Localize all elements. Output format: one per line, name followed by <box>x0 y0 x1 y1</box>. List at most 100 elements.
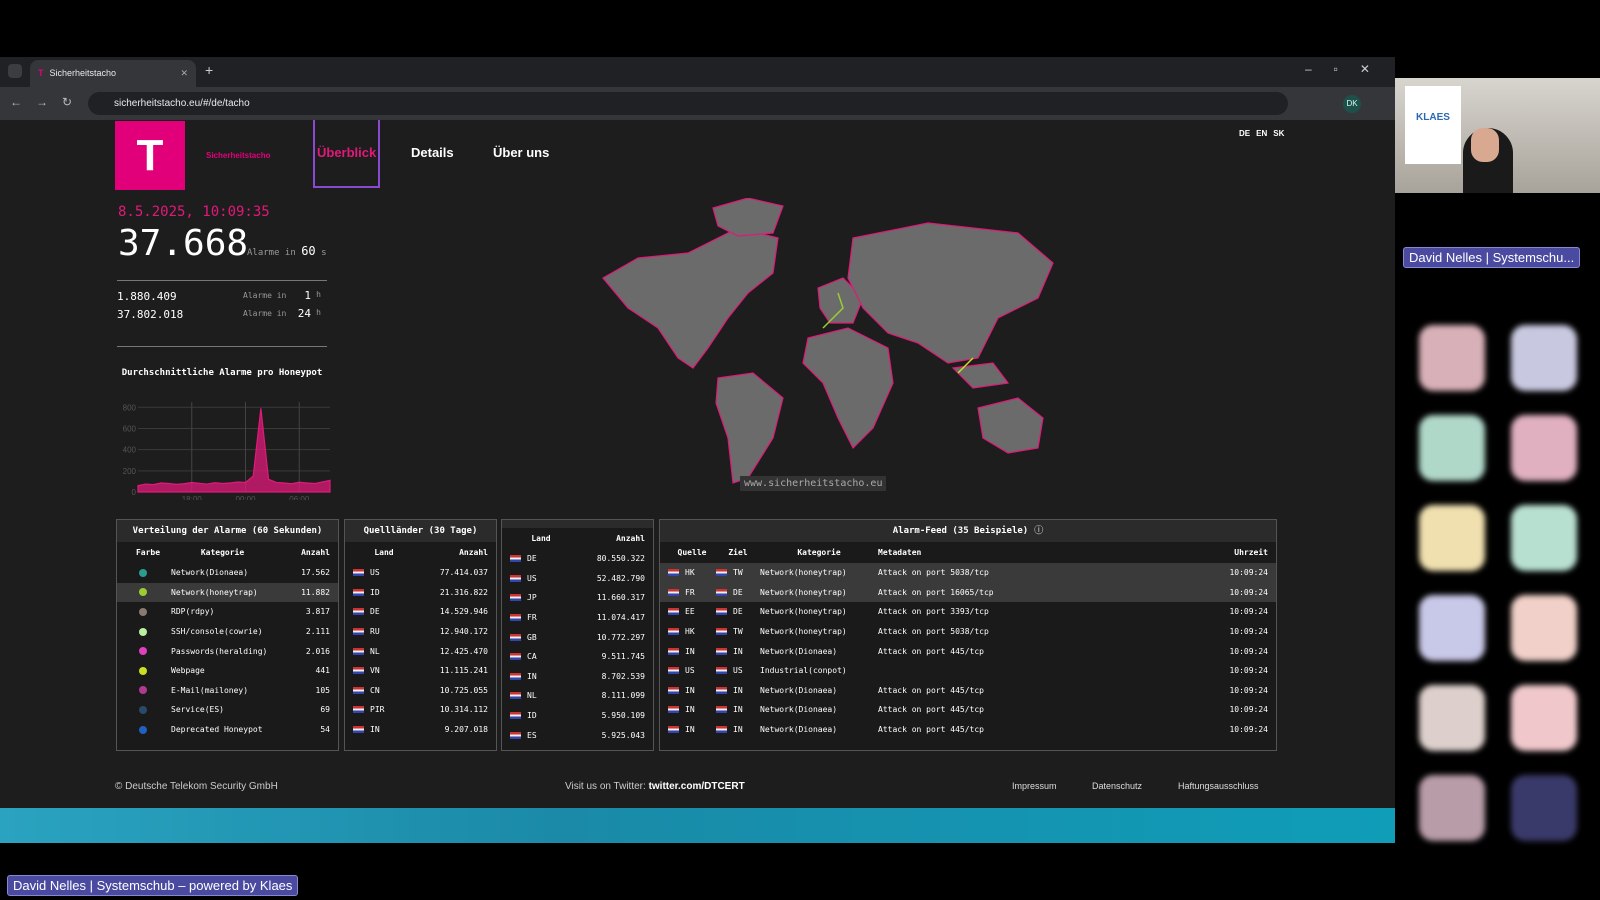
tab-search-button[interactable] <box>8 64 22 78</box>
table-row[interactable]: CN10.725.055 <box>345 681 496 701</box>
table-row[interactable]: DE80.550.322 <box>502 549 653 569</box>
table-cell: 80.550.322 <box>572 554 645 563</box>
cell-text: US <box>370 568 380 577</box>
table-row[interactable]: USUSIndustrial(conpot)10:09:24 <box>660 661 1276 681</box>
table-row[interactable]: DE14.529.946 <box>345 602 496 622</box>
cell-text: IN <box>685 686 695 695</box>
flag <box>716 706 727 713</box>
cell-text: ES <box>527 731 537 740</box>
table-cell: 10:09:24 <box>1198 627 1268 636</box>
table-row[interactable]: IN8.702.539 <box>502 667 653 687</box>
footer-link[interactable]: Haftungsausschluss <box>1178 781 1259 791</box>
table-row[interactable]: ININNetwork(Dionaea)Attack on port 445/t… <box>660 700 1276 720</box>
footer-link[interactable]: Impressum <box>1012 781 1057 791</box>
table-row[interactable]: NL8.111.099 <box>502 686 653 706</box>
table-cell: HK <box>668 627 716 636</box>
table-row[interactable]: SSH/console(cowrie)2.111 <box>117 622 338 642</box>
column-header: Quelle <box>668 548 716 557</box>
nav-item[interactable]: Details <box>409 120 456 182</box>
table-row[interactable]: Webpage441 <box>117 661 338 681</box>
table-cell: Webpage <box>171 666 274 675</box>
table-row[interactable]: RU12.940.172 <box>345 622 496 642</box>
table-row[interactable]: US52.482.790 <box>502 569 653 589</box>
table-row[interactable]: CA9.511.745 <box>502 647 653 667</box>
info-icon[interactable]: ⓘ <box>1034 526 1043 536</box>
flag <box>668 706 679 713</box>
cell-text: 11.115.241 <box>440 666 488 675</box>
cell-text: 10:09:24 <box>1229 568 1268 577</box>
table-row[interactable]: Passwords(heralding)2.016 <box>117 641 338 661</box>
table-cell: US <box>716 666 760 675</box>
table-cell: RDP(rdpy) <box>171 607 274 616</box>
table-row[interactable]: GB10.772.297 <box>502 627 653 647</box>
nav-buttons[interactable]: ←→↻ <box>10 95 86 109</box>
window-controls[interactable]: –▫✕ <box>1305 62 1392 76</box>
table-row[interactable]: Service(ES)69 <box>117 700 338 720</box>
color-dot <box>139 706 147 714</box>
cell-text: PIR <box>370 705 384 714</box>
table-row[interactable]: Network(Dionaea)17.562 <box>117 563 338 583</box>
cell-text: CN <box>370 686 380 695</box>
table-cell: 17.562 <box>274 568 330 577</box>
footer-link[interactable]: Datenschutz <box>1092 781 1142 791</box>
twitter-link[interactable]: twitter.com/DTCERT <box>649 781 745 792</box>
telekom-logo[interactable]: T <box>115 121 185 190</box>
current-label-text: Alarme in <box>247 248 296 258</box>
table-row[interactable]: ID5.950.109 <box>502 706 653 726</box>
table-cell: IN <box>668 647 716 656</box>
table-row[interactable]: ININNetwork(Dionaea)Attack on port 445/t… <box>660 681 1276 701</box>
table-row[interactable]: HKTWNetwork(honeytrap)Attack on port 503… <box>660 563 1276 583</box>
table-cell: Network(Dionaea) <box>760 725 878 734</box>
table-title: Quellländer (30 Tage) <box>345 520 496 542</box>
participant-tile <box>1419 685 1485 751</box>
profile-avatar[interactable]: DK <box>1343 95 1361 113</box>
new-tab-button[interactable]: + <box>205 62 213 78</box>
flag <box>510 653 521 660</box>
table-row[interactable]: ES5.925.043 <box>502 725 653 745</box>
table-row[interactable]: E-Mail(mailoney)105 <box>117 681 338 701</box>
table-cell: Network(honeytrap) <box>760 607 878 616</box>
language-option[interactable]: DE <box>1239 129 1250 138</box>
cell-text: Webpage <box>171 666 205 675</box>
table-cell: DE <box>716 607 760 616</box>
table-row[interactable]: VN11.115.241 <box>345 661 496 681</box>
table-row[interactable]: Network(honeytrap)11.882 <box>117 583 338 603</box>
nav-item[interactable]: Über uns <box>491 120 551 182</box>
table-row[interactable]: FR11.074.417 <box>502 608 653 628</box>
language-option[interactable]: SK <box>1273 129 1284 138</box>
table-row[interactable]: FRDENetwork(honeytrap)Attack on port 160… <box>660 583 1276 603</box>
cell-text: IN <box>527 672 537 681</box>
table-cell: CA <box>510 652 572 661</box>
current-alarms: 37.668 <box>118 223 248 264</box>
cell-text: 12.940.172 <box>440 627 488 636</box>
table-row[interactable]: ID21.316.822 <box>345 583 496 603</box>
participant-tile <box>1419 775 1485 841</box>
table-cell: 11.115.241 <box>415 666 488 675</box>
table-cell: 105 <box>274 686 330 695</box>
table-row[interactable]: US77.414.037 <box>345 563 496 583</box>
table-row[interactable]: ININNetwork(Dionaea)Attack on port 445/t… <box>660 720 1276 740</box>
nav-item[interactable]: Überblick <box>313 120 380 188</box>
table-row[interactable]: IN9.207.018 <box>345 720 496 740</box>
color-dot <box>139 686 147 694</box>
history-period: 24 <box>298 307 311 320</box>
cell-text: RDP(rdpy) <box>171 607 214 616</box>
table-row[interactable]: NL12.425.470 <box>345 641 496 661</box>
table-cell: Network(Dionaea) <box>760 705 878 714</box>
browser-tab[interactable]: TSicherheitstacho ✕ <box>30 60 196 87</box>
cell-text: US <box>527 574 537 583</box>
cell-text: 80.550.322 <box>597 554 645 563</box>
table-row[interactable]: ININNetwork(Dionaea)Attack on port 445/t… <box>660 641 1276 661</box>
divider <box>117 346 327 347</box>
table-cell: Network(Dionaea) <box>760 686 878 695</box>
table-row[interactable]: Deprecated Honeypot54 <box>117 720 338 740</box>
table-row[interactable]: HKTWNetwork(honeytrap)Attack on port 503… <box>660 622 1276 642</box>
table-row[interactable]: RDP(rdpy)3.817 <box>117 602 338 622</box>
table-row[interactable]: EEDENetwork(honeytrap)Attack on port 339… <box>660 602 1276 622</box>
table-row[interactable]: JP11.660.317 <box>502 588 653 608</box>
column-header: Metadaten <box>878 548 1198 557</box>
language-option[interactable]: EN <box>1256 129 1267 138</box>
table-row[interactable]: PIR10.314.112 <box>345 700 496 720</box>
url-field[interactable]: sicherheitstacho.eu/#/de/tacho <box>88 92 1288 115</box>
table-cell: CN <box>353 686 415 695</box>
